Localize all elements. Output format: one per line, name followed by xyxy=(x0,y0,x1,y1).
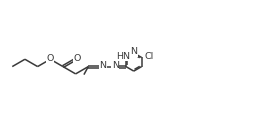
Text: Cl: Cl xyxy=(144,52,154,61)
Text: O: O xyxy=(73,54,81,63)
Text: N: N xyxy=(112,61,119,70)
Text: O: O xyxy=(47,54,54,63)
Text: N: N xyxy=(130,47,137,56)
Text: N: N xyxy=(99,61,107,70)
Text: HN: HN xyxy=(117,52,131,61)
